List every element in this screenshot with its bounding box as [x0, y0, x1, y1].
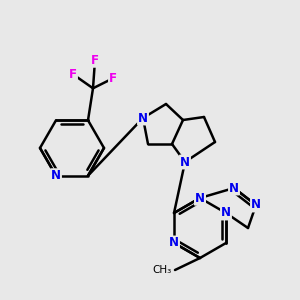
Text: N: N: [138, 112, 148, 124]
Text: F: F: [69, 68, 77, 81]
Text: N: N: [51, 169, 61, 182]
Text: F: F: [109, 72, 117, 85]
Text: N: N: [221, 206, 231, 220]
Text: N: N: [169, 236, 179, 250]
Text: N: N: [195, 191, 205, 205]
Text: N: N: [180, 155, 190, 169]
Text: N: N: [195, 191, 205, 205]
Text: N: N: [251, 199, 261, 212]
Text: N: N: [229, 182, 239, 194]
Text: CH₃: CH₃: [153, 265, 172, 275]
Text: F: F: [91, 54, 99, 67]
